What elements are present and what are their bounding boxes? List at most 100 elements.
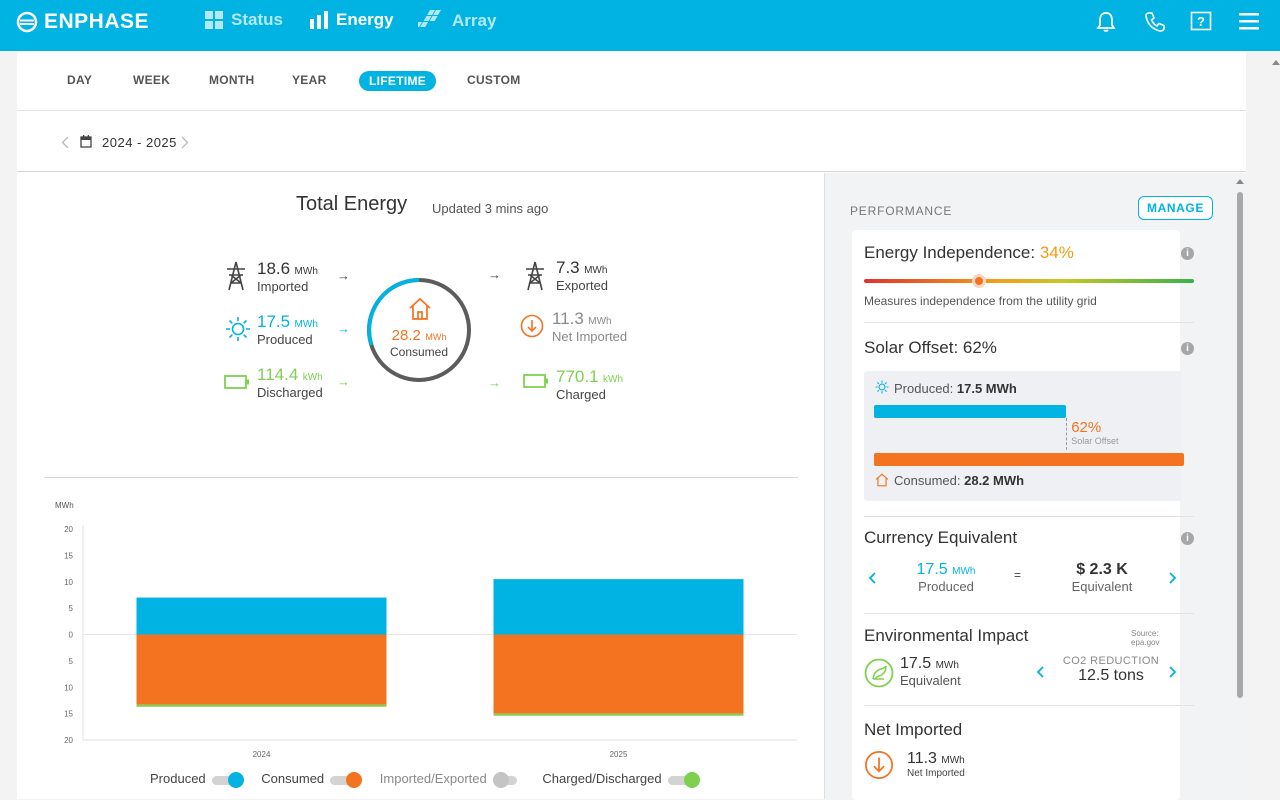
scroll-up-icon[interactable] <box>1235 177 1245 185</box>
bar-produced-2024 <box>136 597 387 635</box>
chevron-right-icon[interactable] <box>1169 666 1177 678</box>
y-tick-label: 20 <box>64 736 73 745</box>
currency-title: Currency Equivalent <box>864 528 1018 547</box>
charged-toggle[interactable] <box>667 771 700 788</box>
phone-icon[interactable] <box>1144 11 1166 33</box>
scrollbar-thumb[interactable] <box>1237 192 1243 698</box>
hamburger-menu-icon[interactable] <box>1239 12 1259 30</box>
info-icon[interactable]: i <box>1181 532 1194 545</box>
y-tick-label: 5 <box>69 604 74 613</box>
legend-imported[interactable]: Imported/Exported <box>380 771 525 788</box>
solar-offset-marker <box>1066 418 1068 450</box>
chevron-left-icon[interactable] <box>61 136 69 149</box>
net-imported-summary-value: 11.3 <box>907 750 937 767</box>
updated-text: Updated 3 mins ago <box>432 201 549 216</box>
nav-status[interactable]: Status <box>205 10 283 30</box>
tab-day[interactable]: DAY <box>67 73 93 87</box>
charged-unit: kWh <box>603 374 623 385</box>
solar-produced-value: 17.5 MWh <box>956 381 1017 396</box>
y-tick-label: 10 <box>64 683 73 692</box>
arrow-right-icon: → <box>337 374 350 389</box>
bell-icon[interactable] <box>1096 11 1116 33</box>
imported-label: Imported <box>257 279 309 294</box>
solar-offset-title: Solar Offset: 62% <box>864 338 997 357</box>
consumed-label: Consumed <box>389 345 449 359</box>
currency-money-value: $ 2.3 K <box>1076 561 1128 578</box>
solar-consumed: Consumed: 28.2 MWh <box>894 473 1024 488</box>
help-icon[interactable]: ? <box>1190 11 1212 33</box>
main-content: DAY WEEK MONTH YEAR LIFETIME CUSTOM 2024… <box>17 51 1246 800</box>
tab-custom[interactable]: CUSTOM <box>467 73 521 87</box>
chevron-left-icon[interactable] <box>868 572 876 584</box>
calendar-icon[interactable] <box>80 135 92 148</box>
exported-value: 7.3 <box>556 258 580 277</box>
environment-energy-value: 17.5 <box>900 655 932 672</box>
consumed-toggle[interactable] <box>330 771 363 788</box>
imported-toggle[interactable] <box>492 771 525 788</box>
independence-desc: Measures independence from the utility g… <box>864 294 1097 308</box>
solar-produced-label: Produced: <box>894 381 954 396</box>
svg-text:?: ? <box>1197 14 1205 29</box>
info-icon[interactable]: i <box>1181 247 1194 260</box>
chart-legend: Produced Consumed Imported/Exported Char… <box>150 771 700 788</box>
y-tick-label: 20 <box>64 525 73 534</box>
produced-label: Produced <box>257 332 313 347</box>
legend-charged-label: Charged/Discharged <box>542 771 662 786</box>
chevron-right-icon[interactable] <box>1169 572 1177 584</box>
nav-energy[interactable]: Energy <box>310 10 394 30</box>
energy-bars-icon <box>310 11 328 29</box>
y-tick-label: 5 <box>69 657 74 666</box>
solar-produced: Produced: 17.5 MWh <box>894 381 1017 396</box>
epa-source: Source: epa.gov <box>1131 629 1160 647</box>
y-tick-label: 10 <box>64 578 73 587</box>
discharged-value: 114.4 <box>257 365 299 384</box>
discharged-stat: 114.4 kWh Discharged <box>257 365 323 400</box>
solar-consumed-label: Consumed: <box>894 473 961 488</box>
page-scroll-up-icon[interactable] <box>1272 58 1280 66</box>
net-imported-summary-unit: MWh <box>941 755 965 766</box>
produced-toggle[interactable] <box>211 771 244 788</box>
consumed-value: 28.2 <box>391 327 421 344</box>
consumed-stat: 28.2 MWh Consumed <box>365 327 473 359</box>
independence-value: 34% <box>1039 243 1074 262</box>
performance-card: Energy Independence: 34% i Measures inde… <box>852 230 1194 800</box>
energy-bar-chart: MWh 20 15 10 5 0 5 10 15 20 2024 2025 <box>55 501 797 759</box>
tab-lifetime[interactable]: LIFETIME <box>359 71 437 91</box>
tab-week[interactable]: WEEK <box>133 73 171 87</box>
solar-offset-box: Produced: 17.5 MWh 62% Solar Offset Cons… <box>864 371 1184 501</box>
arrow-right-icon: → <box>337 268 350 283</box>
environment-energy: 17.5 MWh Equivalent <box>900 655 961 688</box>
brand-logo[interactable]: ENPHASE <box>16 10 149 34</box>
chevron-right-icon[interactable] <box>181 136 189 149</box>
tab-year[interactable]: YEAR <box>292 73 327 87</box>
chevron-left-icon[interactable] <box>1036 666 1044 678</box>
independence-gradient-bar <box>864 279 1194 283</box>
tab-month[interactable]: MONTH <box>209 73 255 87</box>
environment-equivalent-label: Equivalent <box>900 673 961 688</box>
legend-produced[interactable]: Produced <box>150 771 244 788</box>
currency-energy: 17.5 MWh Produced <box>892 561 1000 594</box>
consumed-unit: MWh <box>425 332 447 342</box>
legend-charged[interactable]: Charged/Discharged <box>542 771 700 788</box>
y-tick-label: 0 <box>69 631 74 640</box>
divider <box>864 705 1194 706</box>
legend-produced-label: Produced <box>150 771 206 786</box>
date-range[interactable]: 2024 - 2025 <box>102 135 177 150</box>
battery-icon <box>224 375 249 389</box>
x-tick-label: 2024 <box>253 750 271 759</box>
net-imported-title: Net Imported <box>864 720 963 739</box>
leaf-plant-icon <box>864 658 894 688</box>
info-icon[interactable]: i <box>1181 342 1194 355</box>
nav-array[interactable]: Array <box>418 10 496 32</box>
exported-label: Exported <box>556 278 609 293</box>
legend-consumed[interactable]: Consumed <box>261 771 363 788</box>
discharged-label: Discharged <box>257 385 323 400</box>
manage-button[interactable]: MANAGE <box>1138 196 1213 220</box>
equals-sign: = <box>1014 568 1022 582</box>
imported-stat: 18.6 MWh Imported <box>257 259 318 294</box>
divider <box>44 477 798 478</box>
home-icon <box>409 297 431 320</box>
performance-title: PERFORMANCE <box>850 204 953 218</box>
net-imported-summary: 11.3 MWh Net Imported <box>907 750 965 779</box>
bar-charged-discharged-2025 <box>493 713 744 716</box>
